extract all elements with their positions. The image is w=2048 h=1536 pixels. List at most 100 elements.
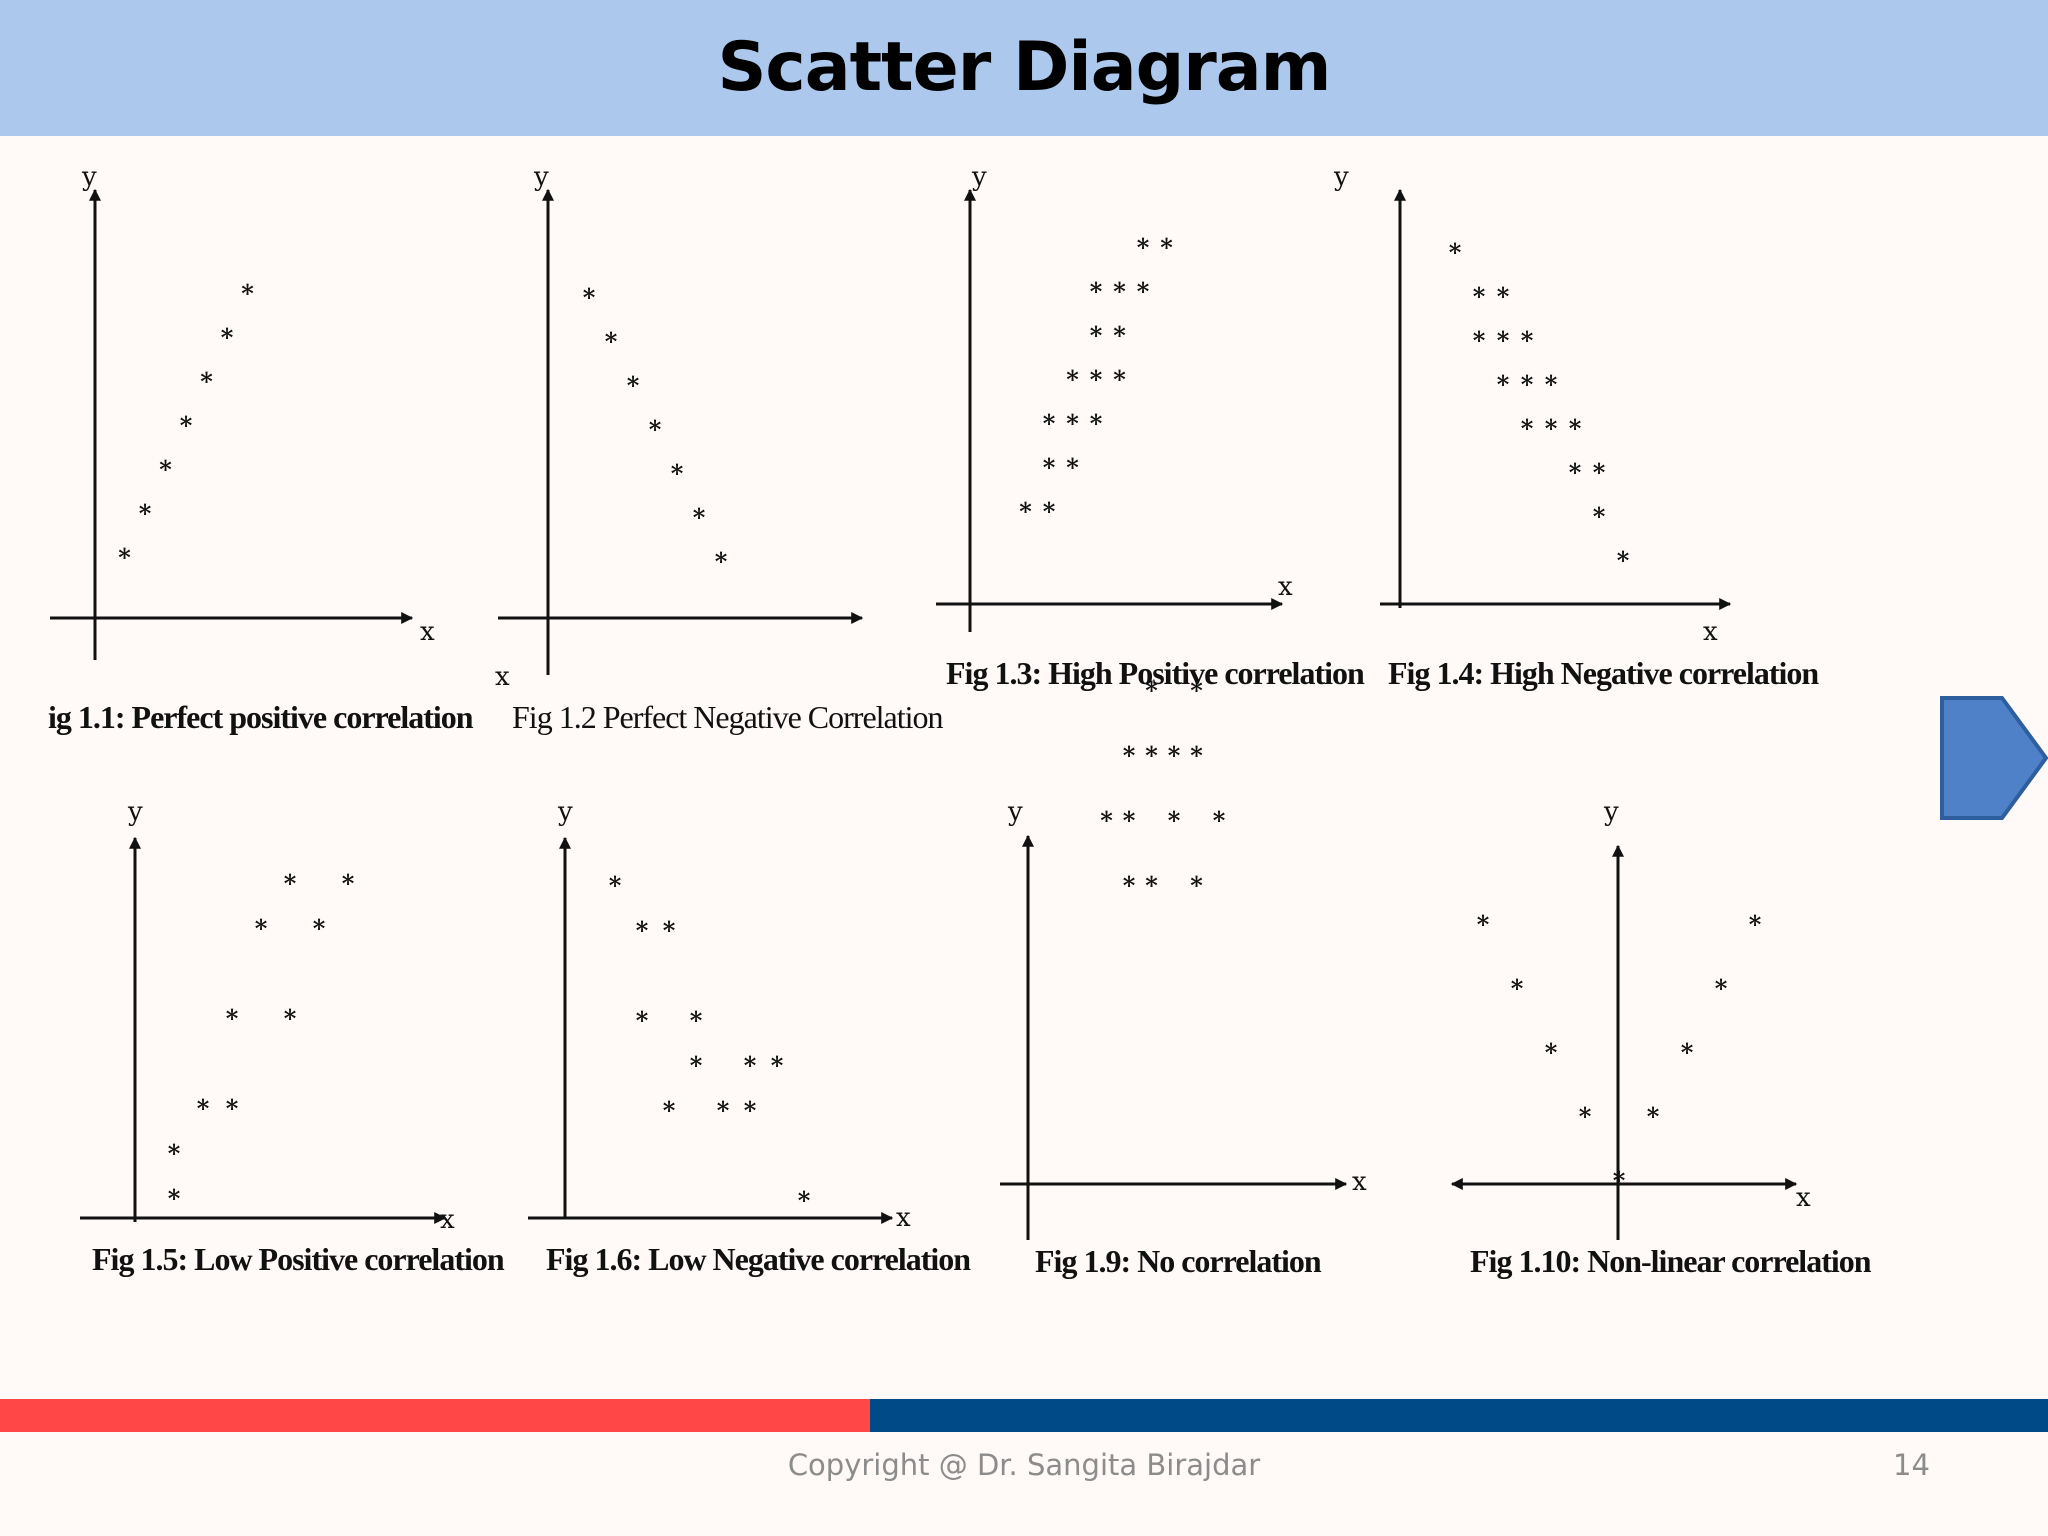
fig1-point: * — [200, 367, 213, 396]
fig6-point: * — [636, 916, 649, 945]
fig8-point: * — [1715, 974, 1728, 1003]
fig4-point: * — [1473, 326, 1486, 355]
fig7-caption: Fig 1.9: No correlation — [1035, 1243, 1322, 1279]
fig4-point: * — [1449, 238, 1462, 267]
fig3-point: * — [1019, 497, 1032, 526]
fig1-y-label: y — [81, 162, 97, 192]
fig5-point: * — [226, 1094, 239, 1123]
fig7-points: * * * * * * * * * * * * * — [1100, 676, 1226, 900]
fig4-point: * — [1521, 414, 1534, 443]
fig7-point: * — [1190, 741, 1203, 770]
fig2-point: * — [693, 503, 706, 532]
fig7-point: * — [1145, 676, 1158, 705]
fig7-point: * — [1145, 741, 1158, 770]
fig5-point: * — [342, 869, 355, 898]
fig5-y-label: y — [127, 797, 143, 827]
figure-1: y x ******* ig 1.1: Perfect positive cor… — [48, 162, 475, 735]
scatter-figures: y x ******* ig 1.1: Perfect positive cor… — [48, 162, 1873, 1279]
figure-5: y x * * * * * * * * * * Fig 1.5: Low Positive cor… — [80, 797, 506, 1277]
fig4-point: * — [1521, 326, 1534, 355]
fig6-point: * — [717, 1096, 730, 1125]
figure-4: y x * * * * * * * * * * * * * * * * Fig 1.4: High Negat… — [1333, 162, 1820, 691]
fig8-points: * * * * * * * * * — [1477, 910, 1762, 1195]
fig1-point: * — [180, 411, 193, 440]
fig4-point: * — [1545, 414, 1558, 443]
fig7-point: * — [1100, 806, 1113, 835]
fig4-point: * — [1545, 370, 1558, 399]
fig4-point: * — [1497, 282, 1510, 311]
fig3-point: * — [1066, 453, 1079, 482]
fig7-point: * — [1168, 806, 1181, 835]
fig3-point: * — [1043, 453, 1056, 482]
fig8-point: * — [1545, 1038, 1558, 1067]
fig7-point: * — [1190, 676, 1203, 705]
fig3-point: * — [1137, 277, 1150, 306]
fig5-points: * * * * * * * * * * — [168, 869, 355, 1213]
fig6-y-label: y — [557, 797, 573, 827]
fig3-x-label: x — [1278, 572, 1293, 602]
fig1-point: * — [159, 455, 172, 484]
footer-bar-red — [0, 1399, 870, 1432]
fig8-point: * — [1511, 974, 1524, 1003]
fig2-point: * — [627, 371, 640, 400]
fig3-point: * — [1113, 277, 1126, 306]
fig4-point: * — [1473, 282, 1486, 311]
fig5-point: * — [284, 869, 297, 898]
fig6-point: * — [663, 916, 676, 945]
fig2-point: * — [583, 283, 596, 312]
fig2-point: * — [605, 327, 618, 356]
fig3-point: * — [1160, 233, 1173, 262]
fig3-point: * — [1066, 365, 1079, 394]
fig3-caption: Fig 1.3: High Positive correlation — [946, 655, 1365, 691]
fig8-point: * — [1681, 1038, 1694, 1067]
fig8-x-label: x — [1796, 1183, 1811, 1213]
fig5-point: * — [168, 1184, 181, 1213]
fig3-point: * — [1090, 409, 1103, 438]
fig2-caption: Fig 1.2 Perfect Negative Correlation — [512, 699, 944, 735]
fig1-point: * — [221, 323, 234, 352]
fig3-point: * — [1090, 321, 1103, 350]
fig8-caption: Fig 1.10: Non-linear correlation — [1470, 1243, 1872, 1279]
fig2-y-label: y — [533, 162, 549, 192]
figure-7: y x * * * * * * * * * * * * * Fig 1.9: No correlatio… — [1000, 676, 1367, 1279]
fig8-point: * — [1579, 1102, 1592, 1131]
fig6-point: * — [690, 1051, 703, 1080]
figure-8: y x * * * * * * * * * Fig 1.10: Non-linear corre… — [1450, 797, 1873, 1279]
fig1-caption: ig 1.1: Perfect positive correlation — [48, 699, 474, 735]
fig5-point: * — [255, 914, 268, 943]
fig5-point: * — [313, 914, 326, 943]
fig3-y-label: y — [971, 162, 987, 192]
figure-3: y x * * * * * * * * * * * * * * * * * Fig 1.3: High Posi… — [936, 162, 1366, 691]
fig7-point: * — [1123, 871, 1136, 900]
fig7-point: * — [1190, 871, 1203, 900]
fig8-point: * — [1477, 910, 1490, 939]
fig7-point: * — [1168, 741, 1181, 770]
fig6-points: * * * * * * * * * * * * — [609, 871, 811, 1215]
fig7-point: * — [1123, 741, 1136, 770]
page-number: 14 — [1893, 1448, 1930, 1482]
fig1-points: ******* — [118, 279, 254, 572]
figure-2: y x * * * * * * * Fig 1.2 Perfect Negative Cor… — [495, 162, 945, 735]
fig4-point: * — [1569, 458, 1582, 487]
fig6-point: * — [663, 1096, 676, 1125]
fig2-x-label: x — [495, 662, 510, 692]
fig3-points: * * * * * * * * * * * * * * * * * — [1019, 233, 1173, 526]
fig2-point: * — [649, 415, 662, 444]
copyright-text: Copyright @ Dr. Sangita Birajdar — [787, 1448, 1261, 1482]
fig4-point: * — [1569, 414, 1582, 443]
fig6-point: * — [798, 1186, 811, 1215]
fig2-points: * * * * * * * — [583, 283, 728, 576]
fig6-point: * — [636, 1006, 649, 1035]
fig2-point: * — [671, 459, 684, 488]
fig8-y-label: y — [1603, 797, 1619, 827]
fig4-point: * — [1617, 546, 1630, 575]
fig8-point: * — [1749, 910, 1762, 939]
fig2-point: * — [715, 547, 728, 576]
fig5-point: * — [226, 1004, 239, 1033]
next-slide-arrow-icon[interactable] — [1940, 696, 2048, 820]
fig1-point: * — [241, 279, 254, 308]
fig3-point: * — [1090, 365, 1103, 394]
fig3-point: * — [1137, 233, 1150, 262]
fig1-point: * — [139, 499, 152, 528]
fig4-point: * — [1521, 370, 1534, 399]
